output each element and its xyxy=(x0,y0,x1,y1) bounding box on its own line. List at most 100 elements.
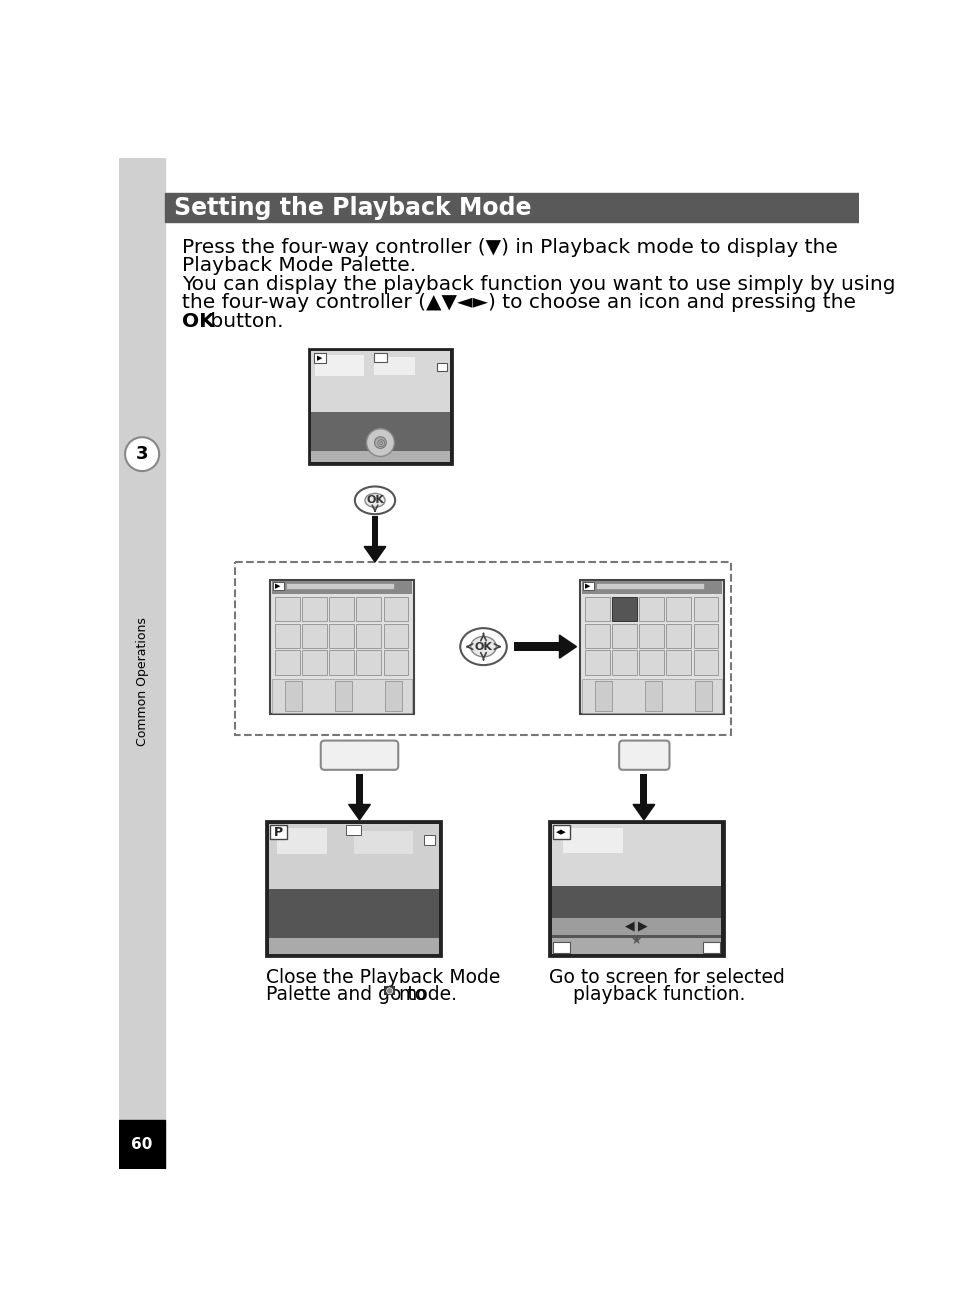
Bar xyxy=(423,836,435,845)
Bar xyxy=(284,681,301,711)
Text: ◀: ◀ xyxy=(624,920,634,933)
Bar xyxy=(311,411,450,451)
Bar xyxy=(639,774,647,804)
Bar xyxy=(315,355,363,376)
Bar xyxy=(581,581,721,594)
Bar xyxy=(269,824,438,954)
Bar xyxy=(269,888,438,938)
Bar xyxy=(584,650,609,675)
Bar xyxy=(302,624,327,648)
FancyBboxPatch shape xyxy=(320,741,397,770)
Ellipse shape xyxy=(365,493,385,507)
Bar xyxy=(644,681,661,711)
Bar xyxy=(551,824,720,954)
Ellipse shape xyxy=(470,636,496,657)
Bar xyxy=(583,582,593,590)
Text: ★: ★ xyxy=(630,934,641,947)
Bar xyxy=(594,681,611,711)
Bar xyxy=(274,624,299,648)
Bar xyxy=(119,158,165,1120)
Bar xyxy=(639,597,663,622)
Bar xyxy=(551,917,720,934)
Text: Go to screen for selected: Go to screen for selected xyxy=(549,967,784,987)
Text: ▶: ▶ xyxy=(317,355,322,361)
Bar xyxy=(553,942,570,953)
Bar xyxy=(269,824,438,888)
Bar xyxy=(329,597,354,622)
Bar xyxy=(119,1120,165,1169)
Polygon shape xyxy=(348,804,370,820)
Bar xyxy=(272,679,412,714)
Bar xyxy=(272,581,412,594)
Bar xyxy=(612,650,637,675)
Bar xyxy=(584,597,609,622)
Bar xyxy=(639,624,663,648)
Bar xyxy=(383,650,408,675)
Bar xyxy=(314,353,326,363)
Bar xyxy=(436,363,447,371)
Bar xyxy=(553,825,570,840)
Bar xyxy=(286,583,394,589)
Text: ▶: ▶ xyxy=(275,583,280,589)
Bar xyxy=(514,643,558,652)
Bar xyxy=(270,825,287,840)
Bar xyxy=(612,597,637,622)
Bar xyxy=(309,348,452,464)
Bar xyxy=(693,624,718,648)
Text: button.: button. xyxy=(204,311,283,331)
Ellipse shape xyxy=(459,628,506,665)
Text: 60: 60 xyxy=(132,1138,152,1152)
Bar xyxy=(269,938,438,954)
Text: Playback Mode Palette.: Playback Mode Palette. xyxy=(182,256,416,275)
Text: P: P xyxy=(274,825,283,838)
Bar xyxy=(693,650,718,675)
Text: ◀▶: ◀▶ xyxy=(556,829,566,836)
Bar xyxy=(549,821,723,957)
Bar xyxy=(276,828,327,854)
Bar xyxy=(383,597,408,622)
Text: Setting the Playback Mode: Setting the Playback Mode xyxy=(174,196,531,219)
Bar xyxy=(384,987,395,996)
Text: Common Operations: Common Operations xyxy=(135,616,149,746)
Bar xyxy=(579,579,723,715)
Bar xyxy=(266,821,440,957)
Bar xyxy=(355,774,362,804)
Text: the four-way controller (▲▼◄►) to choose an icon and pressing the: the four-way controller (▲▼◄►) to choose… xyxy=(182,293,855,313)
Bar xyxy=(274,582,283,590)
Bar xyxy=(639,650,663,675)
Bar xyxy=(666,650,691,675)
Bar xyxy=(345,825,360,836)
Bar xyxy=(581,679,721,714)
Bar xyxy=(383,624,408,648)
Text: ▶: ▶ xyxy=(585,583,590,589)
Text: 3: 3 xyxy=(135,445,149,463)
Bar xyxy=(335,681,352,711)
Bar xyxy=(165,193,858,222)
Bar xyxy=(374,357,416,376)
Circle shape xyxy=(125,438,159,472)
Bar xyxy=(270,579,414,715)
Bar xyxy=(551,886,720,938)
Bar xyxy=(356,650,381,675)
Bar xyxy=(371,515,378,547)
Text: ◎: ◎ xyxy=(375,438,384,448)
Text: Palette and go to: Palette and go to xyxy=(266,984,426,1004)
Text: playback function.: playback function. xyxy=(549,984,745,1004)
Bar xyxy=(311,351,450,411)
Bar xyxy=(551,938,720,954)
Circle shape xyxy=(375,436,386,448)
Circle shape xyxy=(386,988,393,993)
Bar xyxy=(596,583,703,589)
Bar xyxy=(356,597,381,622)
Bar xyxy=(693,597,718,622)
Bar xyxy=(702,942,720,953)
Text: OK: OK xyxy=(474,641,492,652)
Text: mode.: mode. xyxy=(397,984,456,1004)
Bar xyxy=(311,351,450,461)
Bar xyxy=(235,562,731,735)
Bar xyxy=(612,624,637,648)
Polygon shape xyxy=(633,804,654,820)
Bar xyxy=(302,650,327,675)
Bar xyxy=(562,828,622,853)
Bar xyxy=(666,624,691,648)
